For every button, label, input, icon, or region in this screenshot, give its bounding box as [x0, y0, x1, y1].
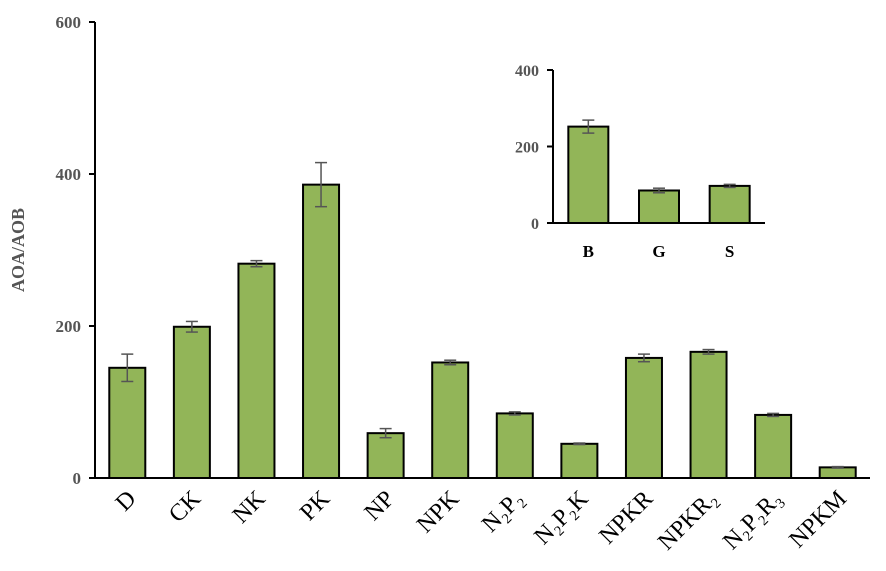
- x-tick-label: N₂P₂K: [529, 485, 594, 550]
- x-tick-label: NP: [360, 486, 400, 526]
- main-chart: 0 200 400 600 D CK NK PK NP NPK N₂P₂ N₂P₂K NPKRNPKR₂…: [56, 13, 870, 556]
- x-tick-label: N₂P₂: [477, 486, 529, 538]
- y-tick-label: 400: [515, 63, 539, 80]
- x-tick-label: NPKM: [785, 486, 852, 553]
- bar: [638, 189, 680, 225]
- bar: [302, 183, 341, 479]
- x-tick-label: NPKR₂: [653, 486, 723, 556]
- bar: [560, 442, 599, 479]
- bar: [818, 466, 857, 479]
- x-tick-label: NPK: [412, 485, 465, 538]
- y-tick-label: 0: [73, 469, 82, 488]
- y-tick-label: 200: [515, 140, 539, 157]
- x-tick-label: NPKR: [595, 486, 659, 550]
- bar: [366, 432, 405, 480]
- inset-chart: 0 200 400 B G S: [515, 63, 765, 261]
- x-tick-label: N₂P₂R₃: [718, 486, 787, 555]
- bar: [172, 325, 211, 480]
- y-tick-label: 200: [56, 317, 82, 336]
- bar: [708, 184, 751, 225]
- y-tick-label: 0: [531, 216, 539, 233]
- x-tick-label: S: [725, 242, 734, 261]
- bar: [567, 125, 610, 224]
- x-tick-label: B: [583, 242, 594, 261]
- x-tick-label: PK: [295, 485, 336, 526]
- y-axis-title: AOA/AOB: [8, 208, 28, 292]
- bar: [754, 413, 793, 480]
- bar: [689, 350, 728, 479]
- bar: [431, 361, 470, 480]
- y-tick-label: 400: [56, 165, 82, 184]
- x-tick-label: NK: [228, 485, 271, 528]
- x-tick-label: G: [652, 242, 665, 261]
- bar: [237, 262, 276, 479]
- bar: [495, 412, 534, 479]
- x-tick-label: D: [111, 486, 142, 517]
- bar: [624, 356, 663, 480]
- x-tick-label: CK: [164, 485, 206, 527]
- y-tick-label: 600: [56, 13, 82, 32]
- bar: [108, 366, 147, 479]
